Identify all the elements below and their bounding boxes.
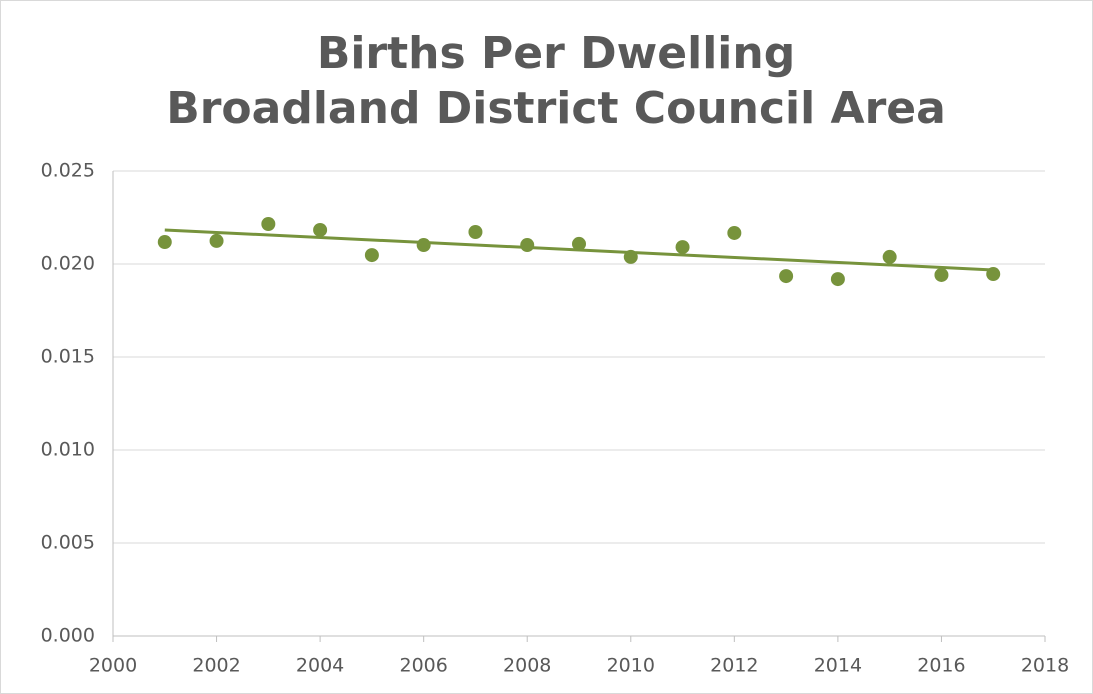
y-tick-label: 0.025 <box>41 160 95 182</box>
x-tick-label: 2008 <box>503 655 551 677</box>
x-tick-label: 2010 <box>607 655 655 677</box>
x-tick-label: 2002 <box>192 655 240 677</box>
point <box>830 272 845 287</box>
point <box>727 225 742 240</box>
point <box>157 235 172 250</box>
x-tick-label: 2006 <box>399 655 447 677</box>
x-tick-label: 2018 <box>1021 655 1069 677</box>
x-tick-label: 2014 <box>814 655 862 677</box>
x-tick-label: 2012 <box>710 655 758 677</box>
x-tick-label: 2004 <box>296 655 344 677</box>
point <box>209 233 224 248</box>
y-tick-label: 0.005 <box>41 532 95 554</box>
point <box>520 238 535 253</box>
point <box>572 236 586 251</box>
point <box>468 225 483 240</box>
point <box>882 249 897 264</box>
chart-title: Broadland District Council Area <box>166 83 946 134</box>
point <box>364 248 379 263</box>
point <box>675 240 690 255</box>
y-tick-label: 0.015 <box>41 346 95 368</box>
point <box>416 238 431 253</box>
point <box>779 269 794 284</box>
chart-title: Births Per Dwelling <box>317 28 795 79</box>
y-tick-label: 0.000 <box>41 625 95 647</box>
y-tick-label: 0.010 <box>41 439 95 461</box>
point <box>313 222 328 237</box>
point <box>261 217 276 232</box>
point <box>623 249 638 264</box>
x-tick-label: 2000 <box>89 655 137 677</box>
point <box>934 267 949 282</box>
point <box>986 267 1001 282</box>
x-tick-label: 2016 <box>917 655 965 677</box>
y-tick-label: 0.020 <box>41 253 95 275</box>
